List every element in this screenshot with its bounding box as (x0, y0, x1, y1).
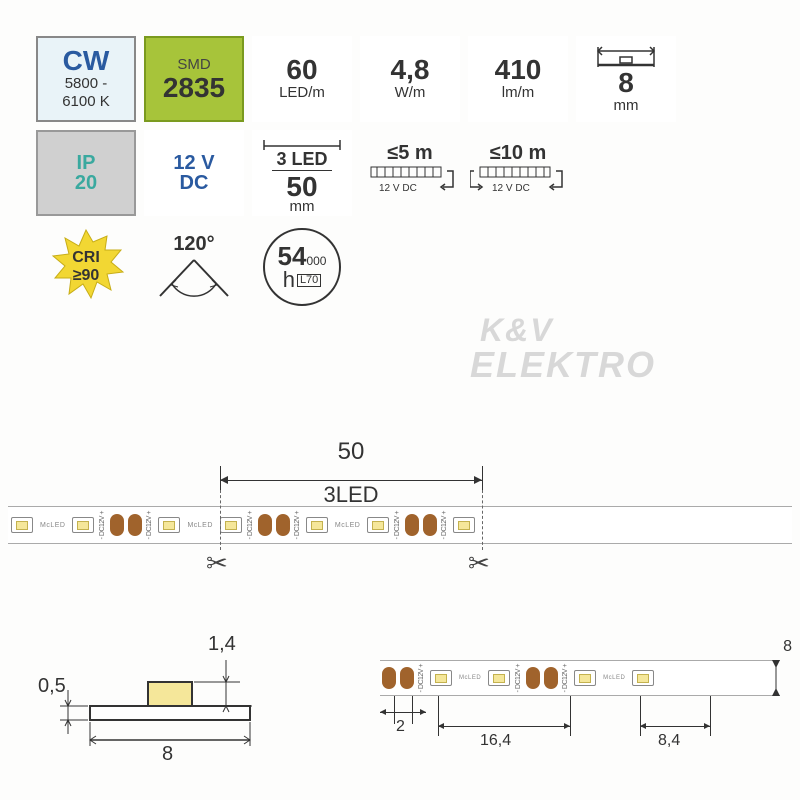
seg-dim-label: 3LED (220, 482, 482, 508)
spec-row-1: CW 5800 - 6100 K SMD 2835 60 LED/m 4,8 W… (36, 36, 676, 122)
beam-angle: 120° (173, 234, 214, 254)
seg-dim-mm: 50 (220, 438, 482, 466)
spec-lifetime: 54 000 h L70 (252, 224, 352, 310)
svg-text:1,4: 1,4 (208, 633, 236, 655)
max-single-len: ≤5 m (387, 143, 432, 163)
power-unit: W/m (395, 84, 426, 102)
spec-beam: 120° (144, 224, 244, 310)
spec-power: 4,8 W/m (360, 36, 460, 122)
led-strip-small: - DC12V +McLED- DC12V +- DC12V +McLED (380, 660, 780, 696)
svg-text:0,5: 0,5 (38, 675, 66, 697)
rstrip-end: 8,4 (658, 732, 680, 750)
life-main: 54 (278, 243, 307, 269)
voltage-value: 12 V (173, 153, 214, 173)
spec-led-per-m: 60 LED/m (252, 36, 352, 122)
cri-value: ≥90 (72, 267, 100, 285)
life-h: h (283, 269, 295, 291)
led-strip: McLED- DC12V +- DC12V +McLED- DC12V +- D… (8, 506, 792, 544)
segment-unit: mm (290, 198, 315, 216)
max-double-len: ≤10 m (490, 143, 547, 163)
life-suffix: 000 (306, 255, 326, 267)
spec-max-double: ≤10 m 12 V DC (468, 130, 568, 216)
width-unit: mm (614, 97, 639, 115)
smd-value: 2835 (163, 74, 225, 102)
spec-ip: IP 20 (36, 130, 136, 216)
strip-dims: - DC12V +McLED- DC12V +- DC12V +McLED 8 … (380, 640, 790, 770)
spec-cri: CRI ≥90 (36, 224, 136, 310)
segment-bracket-icon (260, 136, 344, 150)
power-value: 4,8 (391, 56, 430, 84)
segment-leds: 3 LED (276, 150, 327, 168)
cri-label: CRI (72, 249, 100, 267)
watermark-line1: K&V (480, 312, 554, 349)
spec-lumen: 410 lm/m (468, 36, 568, 122)
scissors-icon: ✂ (206, 548, 228, 579)
rstrip-pad-w: 2 (396, 718, 405, 736)
rstrip-pitch: 16,4 (480, 732, 511, 750)
lumen-value: 410 (495, 56, 542, 84)
ledpm-value: 60 (286, 56, 317, 84)
spec-max-single: ≤5 m 12 V DC (360, 130, 460, 216)
rstrip-height: 8 (783, 638, 792, 656)
single-feed-icon: 12 V DC (365, 163, 455, 203)
strip-diagram: 50 3LED McLED- DC12V +- DC12V +McLED- DC… (0, 430, 800, 590)
spec-cw: CW 5800 - 6100 K (36, 36, 136, 122)
voltage-type: DC (180, 173, 209, 193)
ip-label: IP (77, 153, 96, 173)
segment-length: 50 (286, 173, 317, 201)
cross-section: 8 0,5 1,4 (30, 610, 310, 770)
svg-text:12 V DC: 12 V DC (492, 183, 530, 194)
double-feed-icon: 12 V DC (470, 163, 566, 203)
spec-segment: 3 LED 50 mm (252, 130, 352, 216)
scissors-icon: ✂ (468, 548, 490, 579)
beam-angle-icon (154, 254, 234, 300)
ip-value: 20 (75, 173, 97, 193)
spec-width: 8 mm (576, 36, 676, 122)
spec-voltage: 12 V DC (144, 130, 244, 216)
watermark-line2: ELEKTRO (470, 344, 656, 386)
spec-row-2: IP 20 12 V DC 3 LED 50 mm ≤5 m (36, 130, 676, 216)
spec-grid: CW 5800 - 6100 K SMD 2835 60 LED/m 4,8 W… (36, 36, 676, 310)
width-value: 8 (618, 69, 634, 97)
single-feed-v: 12 V DC (379, 183, 417, 194)
spec-smd: SMD 2835 (144, 36, 244, 122)
cw-range: 5800 - 6100 K (62, 75, 110, 111)
xsec-width: 8 (162, 743, 173, 765)
lumen-unit: lm/m (502, 84, 535, 102)
life-l70: L70 (297, 274, 321, 287)
cw-label: CW (63, 47, 110, 75)
spec-row-3: CRI ≥90 120° 54 000 h L70 (36, 224, 676, 310)
ledpm-unit: LED/m (279, 84, 325, 102)
